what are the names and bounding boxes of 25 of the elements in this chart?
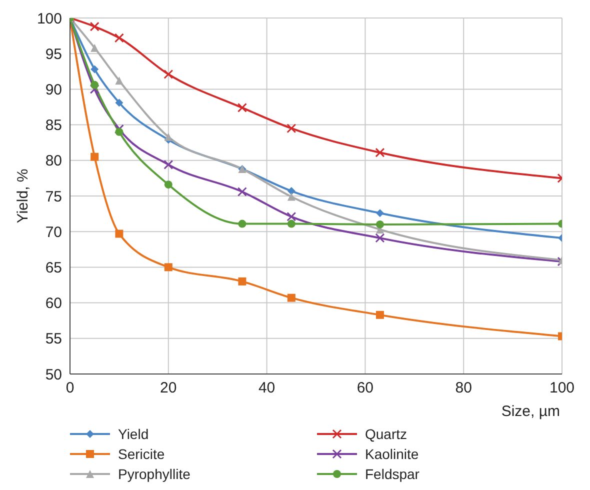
legend-label: Yield (118, 426, 149, 442)
y-tick-label: 50 (45, 366, 62, 384)
y-tick-label: 55 (45, 330, 62, 348)
x-tick-label: 0 (66, 380, 74, 397)
y-tick-label: 90 (45, 82, 62, 99)
legend-label: Sericite (118, 446, 165, 462)
x-tick-label: 100 (549, 380, 575, 397)
legend-label: Pyrophyllite (118, 466, 190, 482)
y-tick-label: 95 (45, 46, 62, 63)
y-tick-label: 85 (45, 117, 62, 134)
y-tick-label: 75 (45, 188, 62, 206)
x-tick-label: 60 (356, 380, 374, 397)
y-tick-label: 100 (36, 10, 62, 28)
x-tick-label: 40 (258, 380, 276, 397)
legend-label: Quartz (365, 426, 408, 442)
y-tick-label: 60 (45, 295, 62, 312)
y-tick-label: 80 (45, 152, 62, 170)
legend-label: Kaolinite (365, 446, 419, 462)
y-tick-label: 70 (45, 224, 62, 241)
legend-label: Feldspar (365, 466, 420, 482)
x-axis-title: Size, µm (501, 403, 560, 420)
y-tick-label: 65 (45, 260, 62, 277)
x-tick-label: 20 (160, 380, 177, 397)
x-tick-label: 80 (455, 380, 472, 397)
y-axis-title: Yield, % (14, 168, 32, 224)
